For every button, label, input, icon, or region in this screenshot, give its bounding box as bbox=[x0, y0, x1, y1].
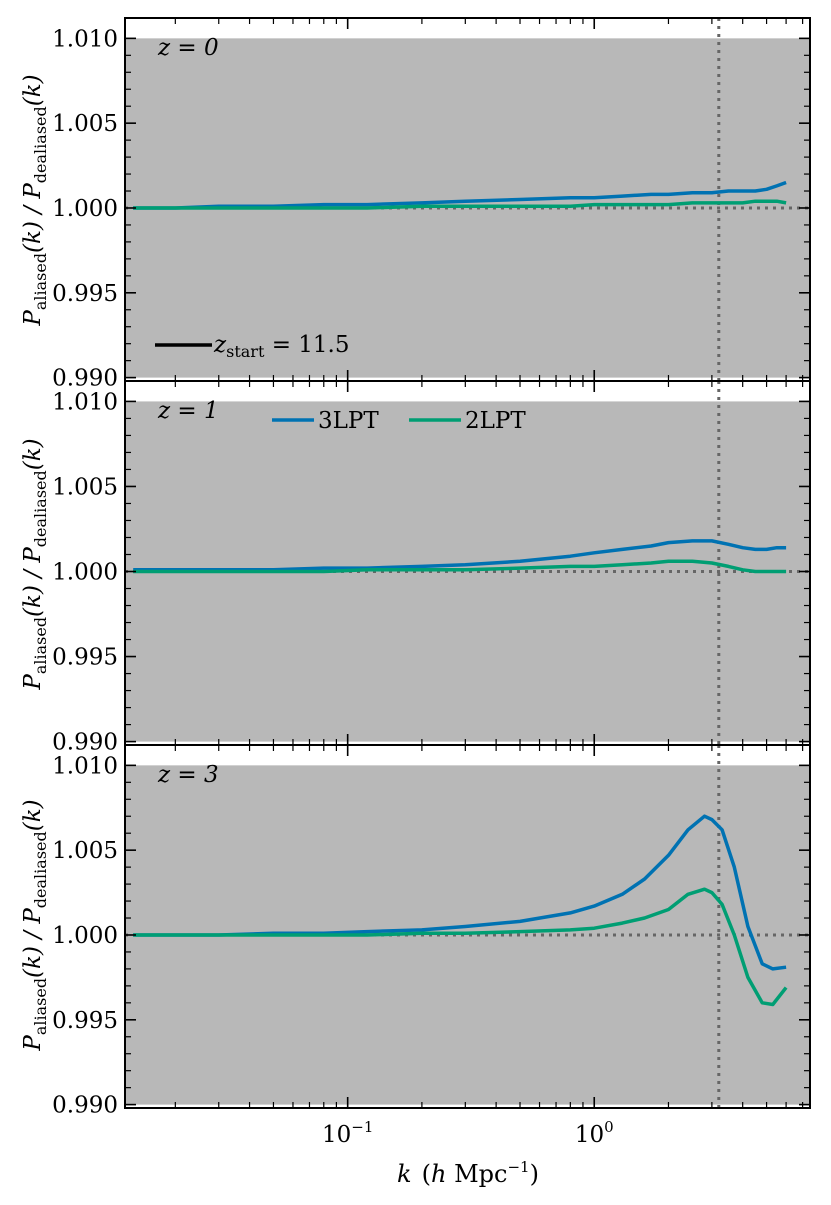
x-tick-label: 10−1 bbox=[322, 1118, 373, 1148]
legend-series: 3LPT 2LPT bbox=[272, 408, 526, 434]
panel-z0: 0.990 0.995 1.000 1.005 1.010 z = 0 bbox=[52, 17, 811, 392]
svg-text:Paliased(k) / Pdealiased(k): Paliased(k) / Pdealiased(k) bbox=[20, 799, 50, 1051]
y-tick-label: 1.010 bbox=[52, 753, 118, 779]
y-axis-label-z0: Paliased(k) / Pdealiased(k) bbox=[20, 74, 50, 326]
series-line-3lpt bbox=[133, 180, 787, 210]
svg-text:Paliased(k) / Pdealiased(k): Paliased(k) / Pdealiased(k) bbox=[20, 74, 50, 326]
panel-label: z = 0 bbox=[157, 35, 219, 61]
series-line-3lpt bbox=[133, 539, 787, 572]
y-tick-label: 1.000 bbox=[52, 923, 118, 949]
panel-label: z = 1 bbox=[157, 398, 219, 424]
y-tick-label: 0.995 bbox=[52, 281, 118, 307]
y-tick-label: 0.990 bbox=[52, 366, 118, 392]
x-axis-label: k (h Mpc−1) bbox=[397, 1158, 539, 1188]
y-tick-label: 0.995 bbox=[52, 645, 118, 671]
y-tick-label: 1.000 bbox=[52, 560, 118, 586]
y-tick-label: 1.010 bbox=[52, 26, 118, 52]
series-line-2lpt bbox=[133, 887, 788, 1007]
panel-z3: 0.990 0.995 1.000 1.005 1.010 10−1 100 z = 3 bbox=[52, 744, 811, 1148]
y-tick-label: 0.990 bbox=[52, 730, 118, 756]
svg-text:Paliased(k) / Pdealiased(k): Paliased(k) / Pdealiased(k) bbox=[20, 438, 50, 690]
panel-z1: 0.990 0.995 1.000 1.005 1.010 z = 1 bbox=[52, 380, 811, 756]
y-tick-label: 0.995 bbox=[52, 1008, 118, 1034]
y-axis-label-z3: Paliased(k) / Pdealiased(k) bbox=[20, 799, 50, 1051]
legend-zstart-label: zstart = 11.5 bbox=[213, 332, 350, 361]
y-axis-label-z1: Paliased(k) / Pdealiased(k) bbox=[20, 438, 50, 690]
x-tick-label: 100 bbox=[575, 1118, 614, 1148]
panel-label: z = 3 bbox=[157, 762, 219, 788]
y-tick-label: 1.005 bbox=[52, 111, 118, 137]
legend-2lpt-label: 2LPT bbox=[465, 408, 526, 434]
legend-zstart: zstart = 11.5 bbox=[155, 332, 350, 361]
y-tick-label: 0.990 bbox=[52, 1093, 118, 1119]
y-tick-label: 1.005 bbox=[52, 474, 118, 500]
y-tick-label: 1.000 bbox=[52, 196, 118, 222]
series-line-2lpt bbox=[133, 199, 787, 210]
axes-frame bbox=[124, 744, 811, 1109]
legend-3lpt-label: 3LPT bbox=[318, 408, 379, 434]
y-tick-label: 1.005 bbox=[52, 838, 118, 864]
series-line-2lpt bbox=[133, 559, 787, 574]
y-tick-label: 1.010 bbox=[52, 389, 118, 415]
